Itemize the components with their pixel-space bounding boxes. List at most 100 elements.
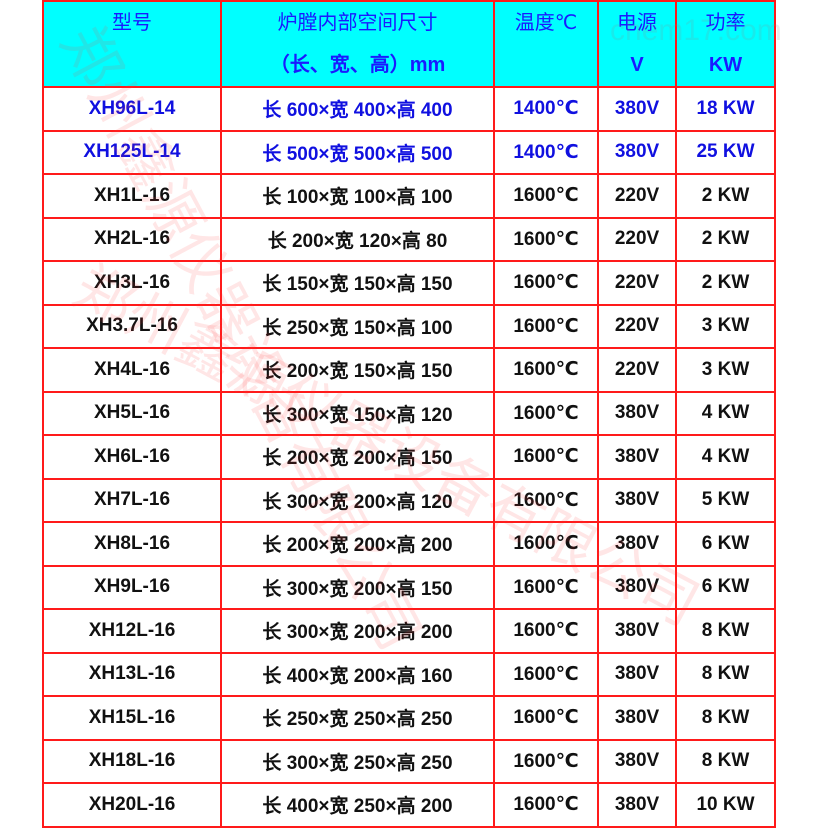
table-row: XH1L-16 长 100×宽 100×高 100 1600℃ 220V 2 KW <box>42 173 776 219</box>
cell-model: XH1L-16 <box>42 173 222 219</box>
cell-power: 3 KW <box>675 347 776 393</box>
cell-voltage: 380V <box>597 86 677 132</box>
header-label: 炉膛内部空间尺寸 <box>277 12 438 34</box>
cell-voltage: 380V <box>597 129 677 175</box>
table-row: XH96L-14 长 600×宽 400×高 400 1400℃ 380V 18 KW <box>42 86 776 132</box>
table-row: XH12L-16 长 300×宽 200×高 200 1600℃ 380V 8 KW <box>42 608 776 654</box>
column-header-model: 型号 <box>42 0 222 88</box>
header-label: 温度℃ <box>514 12 578 34</box>
cell-power: 4 KW <box>675 390 776 436</box>
cell-power: 3 KW <box>675 303 776 349</box>
cell-size: 长 250×宽 150×高 100 <box>220 303 495 349</box>
cell-temp: 1600℃ <box>493 347 599 393</box>
cell-size: 长 300×宽 200×高 120 <box>220 477 495 523</box>
cell-temp: 1600℃ <box>493 216 599 262</box>
cell-temp: 1600℃ <box>493 260 599 306</box>
table-row: XH13L-16 长 400×宽 200×高 160 1600℃ 380V 8 KW <box>42 651 776 697</box>
cell-voltage: 380V <box>597 608 677 654</box>
header-row: 型号 炉膛内部空间尺寸 （长、宽、高）mm 温度℃ 电源 V 功率 KW <box>42 0 776 88</box>
column-header-size: 炉膛内部空间尺寸 （长、宽、高）mm <box>220 0 495 88</box>
column-header-temp: 温度℃ <box>493 0 599 88</box>
cell-power: 8 KW <box>675 608 776 654</box>
spec-table: 型号 炉膛内部空间尺寸 （长、宽、高）mm 温度℃ 电源 V 功率 KW XH96L-14 长 … <box>42 0 776 828</box>
cell-temp: 1600℃ <box>493 521 599 567</box>
cell-model: XH7L-16 <box>42 477 222 523</box>
cell-voltage: 220V <box>597 173 677 219</box>
table-row: XH8L-16 长 200×宽 200×高 200 1600℃ 380V 6 KW <box>42 521 776 567</box>
cell-power: 6 KW <box>675 564 776 610</box>
cell-voltage: 380V <box>597 651 677 697</box>
cell-size: 长 400×宽 250×高 200 <box>220 782 495 828</box>
cell-model: XH4L-16 <box>42 347 222 393</box>
cell-size: 长 600×宽 400×高 400 <box>220 86 495 132</box>
cell-voltage: 380V <box>597 782 677 828</box>
cell-model: XH12L-16 <box>42 608 222 654</box>
table-row: XH6L-16 长 200×宽 200×高 150 1600℃ 380V 4 KW <box>42 434 776 480</box>
cell-model: XH15L-16 <box>42 695 222 741</box>
cell-size: 长 200×宽 200×高 150 <box>220 434 495 480</box>
cell-power: 8 KW <box>675 738 776 784</box>
table-row: XH4L-16 长 200×宽 150×高 150 1600℃ 220V 3 KW <box>42 347 776 393</box>
cell-model: XH96L-14 <box>42 86 222 132</box>
cell-temp: 1600℃ <box>493 477 599 523</box>
cell-voltage: 380V <box>597 564 677 610</box>
cell-temp: 1600℃ <box>493 608 599 654</box>
header-label: 型号 <box>112 12 152 34</box>
cell-model: XH3.7L-16 <box>42 303 222 349</box>
table-row: XH15L-16 长 250×宽 250×高 250 1600℃ 380V 8 KW <box>42 695 776 741</box>
table-row: XH3.7L-16 长 250×宽 150×高 100 1600℃ 220V 3 KW <box>42 303 776 349</box>
cell-power: 2 KW <box>675 216 776 262</box>
cell-temp: 1600℃ <box>493 564 599 610</box>
cell-size: 长 200×宽 120×高 80 <box>220 216 495 262</box>
cell-voltage: 220V <box>597 303 677 349</box>
cell-size: 长 300×宽 150×高 120 <box>220 390 495 436</box>
cell-power: 25 KW <box>675 129 776 175</box>
table-row: XH3L-16 长 150×宽 150×高 150 1600℃ 220V 2 KW <box>42 260 776 306</box>
cell-power: 10 KW <box>675 782 776 828</box>
cell-power: 18 KW <box>675 86 776 132</box>
cell-temp: 1400℃ <box>493 129 599 175</box>
cell-voltage: 380V <box>597 477 677 523</box>
cell-voltage: 380V <box>597 521 677 567</box>
cell-temp: 1600℃ <box>493 738 599 784</box>
cell-power: 2 KW <box>675 260 776 306</box>
cell-size: 长 300×宽 200×高 200 <box>220 608 495 654</box>
cell-size: 长 300×宽 250×高 250 <box>220 738 495 784</box>
header-label: 功率 <box>705 12 746 34</box>
cell-temp: 1600℃ <box>493 303 599 349</box>
table-row: XH5L-16 长 300×宽 150×高 120 1600℃ 380V 4 KW <box>42 390 776 436</box>
header-label: 电源 <box>617 12 657 34</box>
cell-voltage: 380V <box>597 390 677 436</box>
column-header-voltage: 电源 V <box>597 0 677 88</box>
cell-model: XH125L-14 <box>42 129 222 175</box>
table-row: XH20L-16 长 400×宽 250×高 200 1600℃ 380V 10 KW <box>42 782 776 828</box>
cell-power: 2 KW <box>675 173 776 219</box>
cell-temp: 1600℃ <box>493 651 599 697</box>
header-unit: （长、宽、高）mm <box>269 54 446 76</box>
cell-voltage: 220V <box>597 347 677 393</box>
cell-size: 长 200×宽 200×高 200 <box>220 521 495 567</box>
cell-power: 5 KW <box>675 477 776 523</box>
cell-temp: 1600℃ <box>493 695 599 741</box>
cell-voltage: 380V <box>597 434 677 480</box>
cell-temp: 1600℃ <box>493 173 599 219</box>
table-row: XH125L-14 长 500×宽 500×高 500 1400℃ 380V 25 KW <box>42 129 776 175</box>
cell-size: 长 100×宽 100×高 100 <box>220 173 495 219</box>
cell-model: XH18L-16 <box>42 738 222 784</box>
cell-size: 长 300×宽 200×高 150 <box>220 564 495 610</box>
table-row: XH7L-16 长 300×宽 200×高 120 1600℃ 380V 5 KW <box>42 477 776 523</box>
header-unit: V <box>630 54 644 76</box>
cell-model: XH8L-16 <box>42 521 222 567</box>
table-row: XH2L-16 长 200×宽 120×高 80 1600℃ 220V 2 KW <box>42 216 776 262</box>
cell-size: 长 400×宽 200×高 160 <box>220 651 495 697</box>
table-body: XH96L-14 长 600×宽 400×高 400 1400℃ 380V 18 KW X… <box>42 86 776 828</box>
cell-size: 长 500×宽 500×高 500 <box>220 129 495 175</box>
cell-temp: 1600℃ <box>493 782 599 828</box>
cell-model: XH3L-16 <box>42 260 222 306</box>
cell-size: 长 150×宽 150×高 150 <box>220 260 495 306</box>
cell-voltage: 380V <box>597 695 677 741</box>
cell-power: 8 KW <box>675 651 776 697</box>
cell-model: XH13L-16 <box>42 651 222 697</box>
cell-voltage: 380V <box>597 738 677 784</box>
cell-size: 长 200×宽 150×高 150 <box>220 347 495 393</box>
